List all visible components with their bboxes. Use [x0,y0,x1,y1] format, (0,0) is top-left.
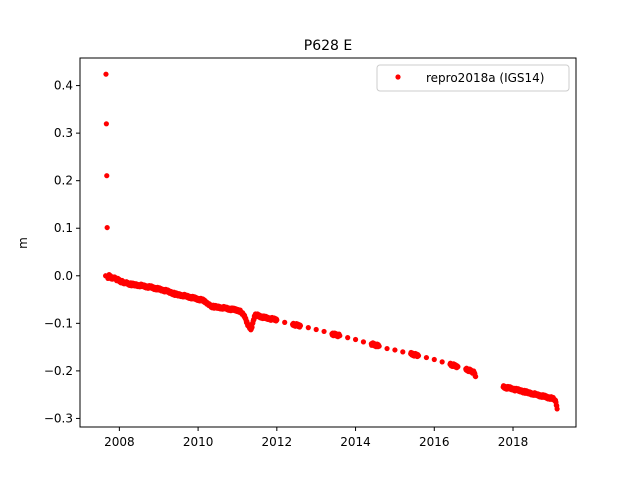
y-tick-label: 0.4 [54,79,73,93]
data-point [313,326,319,333]
data-point [297,322,303,328]
data-point [104,173,110,179]
y-tick-label: −0.1 [44,316,73,330]
y-axis-label: m [16,237,30,249]
x-tick-label: 2010 [183,435,214,449]
data-point [305,325,311,331]
y-tick-label: 0.3 [54,126,73,140]
y-tick-label: −0.2 [44,364,73,378]
data-point [345,335,351,341]
data-point [554,403,560,409]
data-point [439,359,445,365]
data-point [282,319,288,325]
y-tick-label: −0.3 [44,411,73,425]
x-tick-label: 2012 [262,435,293,449]
data-point [104,224,110,231]
x-axis-ticks: 2008 2010 2012 2014 2016 2018 [104,427,528,449]
data-point [360,339,367,345]
data-point [384,345,390,352]
data-point [352,336,359,343]
data-point [423,354,430,361]
x-tick-label: 2018 [498,435,529,449]
data-point [336,332,343,338]
y-tick-label: 0.2 [54,174,73,188]
data-point [321,328,327,335]
x-tick-label: 2016 [419,435,450,449]
data-point [472,373,478,379]
legend: repro2018a (IGS14) [376,64,570,92]
data-point [273,316,280,322]
data-point [103,71,109,77]
data-points [102,71,560,412]
data-point [392,347,398,353]
data-point [415,353,421,359]
x-tick-label: 2008 [104,435,135,449]
y-axis-ticks: 0.4 0.3 0.2 0.1 0.0 −0.1 −0.2 −0.3 [44,79,80,425]
legend-marker [395,74,401,80]
y-tick-label: 0.1 [54,221,73,235]
data-point [431,356,437,363]
data-point [400,349,406,355]
data-point [103,121,109,127]
x-tick-label: 2014 [340,435,371,449]
legend-box [376,64,570,92]
plot-frame [79,57,577,428]
data-point [376,343,382,349]
chart-title: P628 E [304,38,352,54]
legend-label: repro2018a (IGS14) [426,71,544,85]
data-point [454,364,461,370]
y-tick-label: 0.0 [54,269,73,283]
